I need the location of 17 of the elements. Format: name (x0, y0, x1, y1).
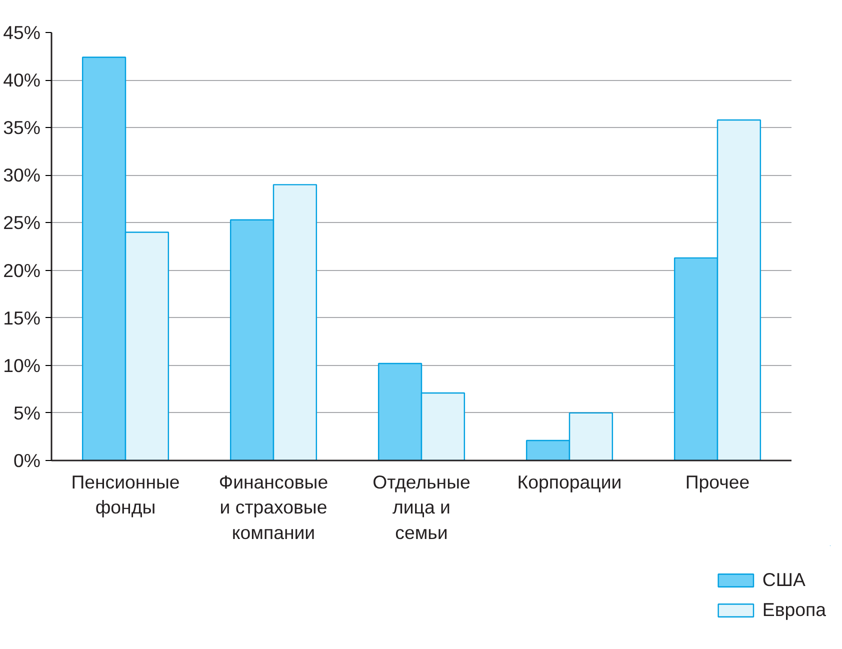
y-tick-label: 40% (3, 70, 41, 91)
x-tick-label: Финансовые и страховые компании (218, 472, 328, 543)
y-tick-label: 0% (14, 450, 41, 471)
x-tick-label: Корпорации (517, 472, 622, 492)
x-tick-label: Пенсионные фонды (71, 472, 180, 518)
y-tick-label: 15% (3, 307, 41, 328)
x-tick-label: Прочее (685, 472, 750, 492)
legend-label: США (762, 569, 806, 591)
y-tick-label: 20% (3, 260, 41, 281)
legend-label: Европа (762, 599, 826, 621)
y-tick-label: 5% (14, 402, 41, 424)
y-tick-label: 25% (3, 212, 41, 234)
y-tick-label: 10% (3, 354, 41, 376)
y-tick-label: 45% (3, 22, 41, 43)
x-tick-label: Отдельные лица и семьи (372, 472, 470, 543)
y-tick-label: 35% (3, 117, 41, 138)
y-tick-label: 30% (3, 164, 41, 186)
